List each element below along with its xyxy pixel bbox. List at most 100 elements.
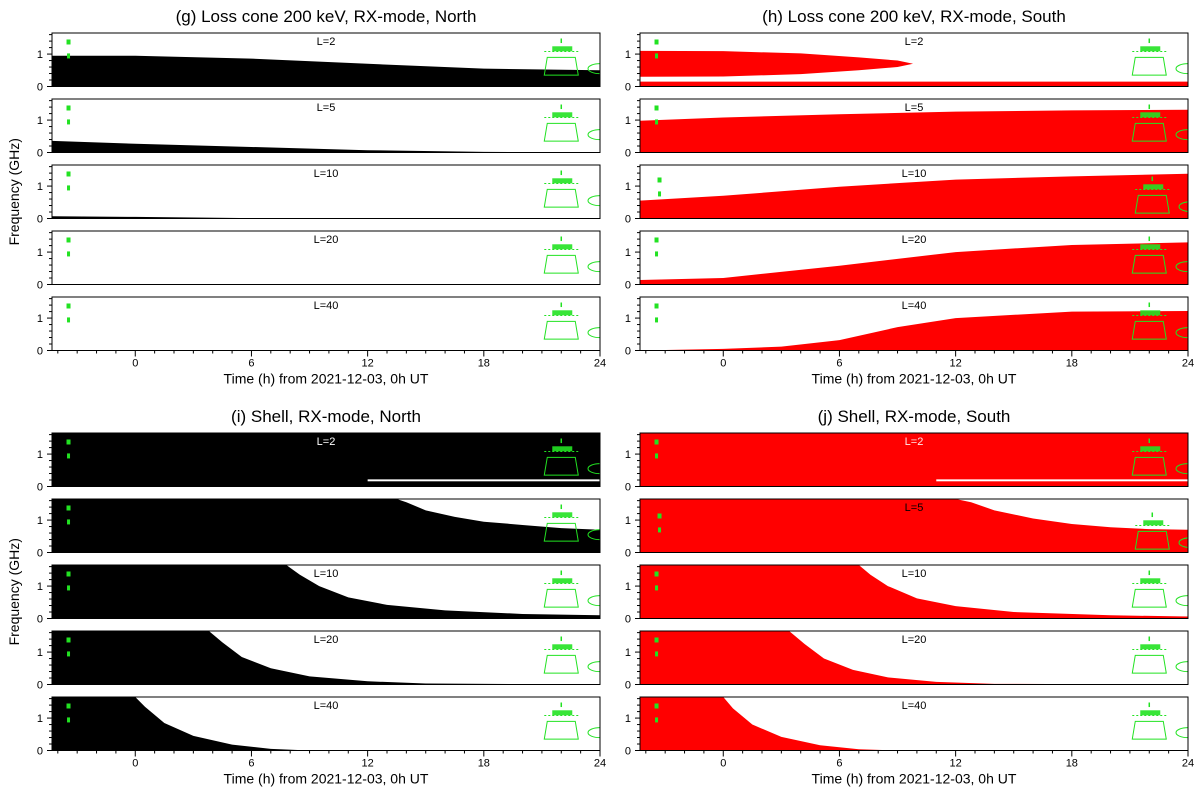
row-frame <box>639 98 1189 153</box>
overlay-spot-top <box>66 171 71 177</box>
x-tick-label: 12 <box>950 758 962 770</box>
overlay-spot-top <box>654 303 659 309</box>
row-frame <box>639 432 1189 487</box>
x-tick-label: 18 <box>1066 758 1078 770</box>
overlay-spot-bottom <box>67 651 71 657</box>
row-plot-area <box>52 499 600 553</box>
overlay-ellipse <box>587 261 600 273</box>
row-panel: 0 1 L=40 <box>37 696 601 758</box>
row-panel: 0 1 L=2 <box>37 432 601 494</box>
row-panel: 0 1 L=10 <box>625 564 1189 626</box>
row-plot-area <box>52 565 600 619</box>
y-tick-label: 0 <box>625 746 631 758</box>
overlay-trapezoid <box>1131 122 1167 142</box>
y-tick-label: 0 <box>37 280 43 292</box>
overlay-spot-bottom <box>67 519 71 525</box>
row-frame <box>639 164 1189 219</box>
overlay-ellipse <box>1175 63 1188 75</box>
overlay-trapezoid <box>1131 588 1167 608</box>
overlay-spot-top <box>654 105 659 111</box>
x-tick-label: 12 <box>362 358 374 370</box>
overlay-ellipse <box>1178 201 1188 213</box>
overlay-cluster <box>552 512 573 518</box>
y-tick-label: 1 <box>37 115 43 127</box>
overlay-trapezoid <box>543 588 579 608</box>
overlay-spot-top <box>654 637 659 643</box>
x-tick-label: 6 <box>248 758 254 770</box>
row-panel: 0 1 L=40 <box>625 696 1189 758</box>
x-tick-label: 18 <box>478 358 490 370</box>
y-tick-label: 0 <box>625 346 631 358</box>
y-tick-label: 0 <box>625 280 631 292</box>
overlay-spot-top <box>66 571 71 577</box>
y-tick-label: 0 <box>37 680 43 692</box>
row-panel: 0 1 L=5 <box>625 498 1189 560</box>
y-tick-label: 1 <box>37 49 43 61</box>
x-tick-label: 12 <box>950 358 962 370</box>
y-tick-label: 0 <box>625 548 631 560</box>
row-frame <box>51 564 601 619</box>
x-tick-label: 12 <box>362 758 374 770</box>
overlay-trapezoid <box>543 254 579 274</box>
row-plot-area <box>640 302 1188 351</box>
overlay-trapezoid <box>1134 194 1170 214</box>
overlay-spot-bottom <box>655 53 659 59</box>
overlay-cluster <box>552 644 573 650</box>
overlay-cluster <box>552 710 573 716</box>
overlay-spot-top <box>66 303 71 309</box>
overlay-trapezoid <box>1131 320 1167 340</box>
row-label: L=10 <box>314 168 339 180</box>
row-plot-area <box>640 565 1188 619</box>
emission-area <box>640 310 1188 351</box>
row-frame <box>51 230 601 285</box>
overlay-trapezoid <box>1131 654 1167 674</box>
overlay-trapezoid <box>1131 720 1167 740</box>
overlay-ellipse <box>1175 727 1188 739</box>
row-panel: 0 1 L=10 <box>625 164 1189 226</box>
overlay-trapezoid <box>1131 254 1167 274</box>
y-tick-label: 1 <box>625 49 631 61</box>
x-tick-label: 24 <box>1182 358 1194 370</box>
y-tick-label: 1 <box>37 181 43 193</box>
overlay-cluster <box>1140 112 1161 118</box>
row-label: L=40 <box>314 700 339 712</box>
emission-area <box>640 81 1188 87</box>
overlay-cluster <box>1140 710 1161 716</box>
emission-area <box>640 173 1188 219</box>
row-label: L=5 <box>905 102 924 114</box>
overlay-cluster <box>552 578 573 584</box>
overlay-spot-top <box>657 177 662 183</box>
y-tick-label: 1 <box>625 647 631 659</box>
y-tick-label: 1 <box>625 313 631 325</box>
y-tick-label: 0 <box>37 548 43 560</box>
chart-panel: (j) Shell, RX-mode, South01L=201L=501L=1… <box>625 407 1194 787</box>
row-frame <box>639 696 1189 751</box>
chart-title: (g) Loss cone 200 keV, RX-mode, North <box>176 7 477 26</box>
row-panel: 0 1 L=40 <box>37 296 601 358</box>
row-frame <box>639 230 1189 285</box>
row-label: L=2 <box>317 36 336 48</box>
overlay-ellipse <box>587 129 600 141</box>
overlay-trapezoid <box>543 522 579 542</box>
overlay-spot-bottom <box>67 53 71 59</box>
row-plot-area <box>52 697 600 751</box>
overlay-spot-bottom <box>67 585 71 591</box>
y-tick-label: 0 <box>37 614 43 626</box>
x-tick-label: 24 <box>594 358 606 370</box>
overlay-ellipse <box>1175 463 1188 475</box>
y-tick-label: 0 <box>37 346 43 358</box>
overlay-spot-top <box>654 237 659 243</box>
overlay-spot-bottom <box>67 185 71 191</box>
y-tick-label: 1 <box>625 115 631 127</box>
overlay-spot-top <box>654 39 659 45</box>
row-panel: 0 1 L=40 <box>625 296 1189 358</box>
emission-area <box>640 433 1188 487</box>
y-tick-label: 1 <box>37 247 43 259</box>
row-label: L=2 <box>905 436 924 448</box>
overlay-cluster <box>552 244 573 250</box>
row-label: L=40 <box>902 700 927 712</box>
y-tick-label: 0 <box>37 746 43 758</box>
y-tick-label: 1 <box>37 449 43 461</box>
overlay-cluster <box>1140 578 1161 584</box>
overlay-spot-top <box>66 105 71 111</box>
